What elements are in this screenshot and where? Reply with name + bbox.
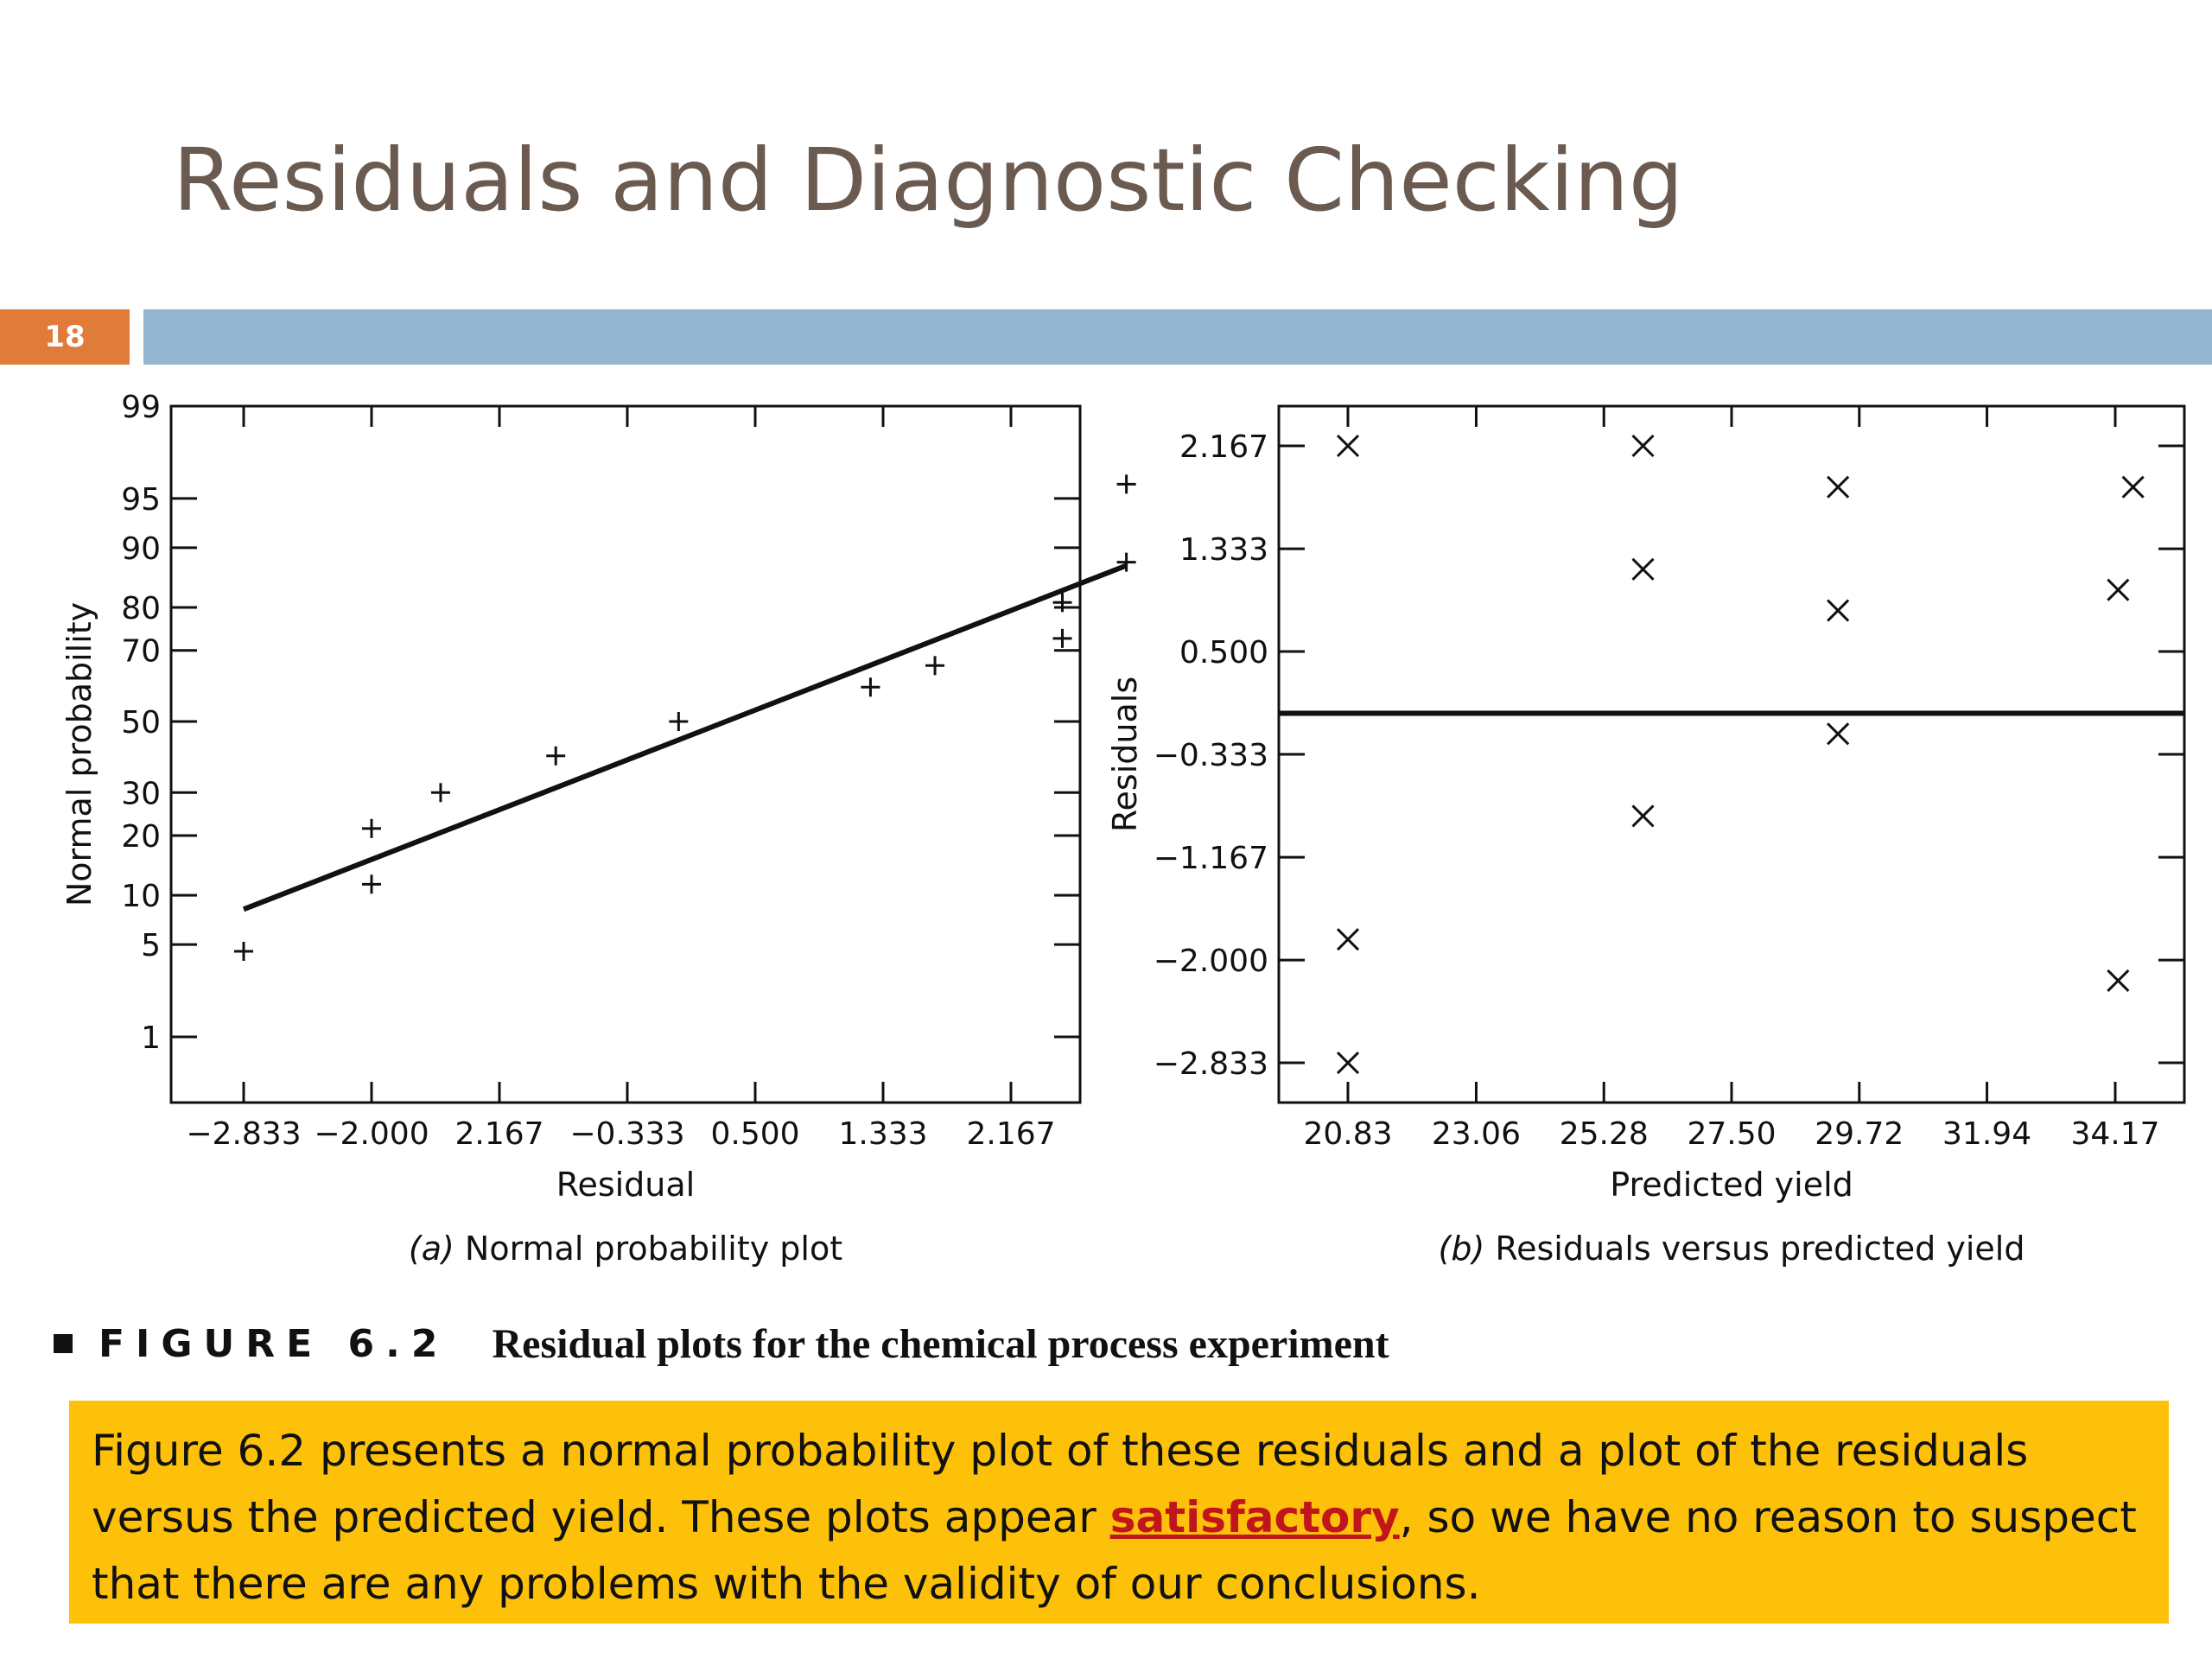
y-tick-label: 1.333 (1179, 532, 1268, 568)
data-point (1827, 599, 1850, 622)
data-point-stroke (1631, 557, 1655, 581)
note-paragraph: Figure 6.2 presents a normal probability… (92, 1418, 2146, 1618)
data-point (1336, 1051, 1360, 1075)
y-axis-label: Residuals (1106, 677, 1144, 832)
x-tick-label: 34.17 (2070, 1116, 2159, 1152)
y-tick-label: 95 (121, 482, 161, 518)
header-bar (143, 309, 2212, 365)
data-point-stroke (1827, 722, 1850, 746)
data-point (1336, 434, 1360, 458)
y-tick-label: 30 (121, 776, 161, 811)
caption-prefix: (b) (1439, 1230, 1496, 1268)
x-tick-label: 29.72 (1815, 1116, 1904, 1152)
data-point (2107, 578, 2130, 601)
y-tick-label: −2.000 (1154, 944, 1268, 979)
data-point-stroke (1336, 1051, 1360, 1075)
plot-frame (1277, 404, 2186, 1104)
data-point (1827, 475, 1850, 499)
note-emphasis: satisfactory (1109, 1492, 1400, 1542)
x-axis-label: Predicted yield (1610, 1166, 1853, 1204)
data-point-stroke (2121, 475, 2145, 499)
data-point (362, 874, 381, 894)
normal-probability-plot: −2.833 −2.000 2.167 −0.333 0.500 1.333 2.167 1 5… (60, 390, 1136, 1268)
data-point (546, 746, 566, 766)
data-point-stroke (1336, 928, 1360, 951)
caption-prefix: (a) (409, 1230, 465, 1268)
data-point (1116, 552, 1136, 572)
data-point (925, 656, 945, 676)
figure-caption-row: FIGURE 6.2 Residual plots for the chemic… (54, 1313, 1389, 1374)
figure-text: Residual plots for the chemical process … (492, 1320, 1389, 1367)
y-tick-label: 80 (121, 591, 161, 626)
y-tick-label: 0.500 (1179, 635, 1268, 671)
y-tick-label: 90 (121, 531, 161, 567)
y-tick-label: 99 (121, 390, 161, 425)
data-point-stroke (2107, 578, 2130, 601)
x-tick-label: 20.83 (1303, 1116, 1392, 1152)
y-tick-label: −1.167 (1154, 841, 1268, 876)
data-point (669, 712, 689, 731)
x-tick-label: 0.500 (710, 1116, 799, 1152)
data-point (1631, 804, 1655, 828)
data-point-stroke (2107, 969, 2130, 992)
data-point (1052, 628, 1072, 648)
y-tick-label: 50 (121, 705, 161, 741)
data-point-stroke (1827, 599, 1850, 622)
slide-number: 18 (0, 309, 130, 365)
x-tick-label: 1.333 (838, 1116, 927, 1152)
plot-frame (169, 404, 1082, 1104)
data-point (234, 942, 253, 962)
data-point (1052, 593, 1072, 613)
y-tick-label: −2.833 (1154, 1046, 1268, 1082)
caption-b: (b) Residuals versus predicted yield (1439, 1230, 2025, 1268)
note-text-part2: , so we have no reason to suspect that t… (92, 1492, 2137, 1609)
note-box: Figure 6.2 presents a normal probability… (69, 1401, 2169, 1624)
data-point (2121, 475, 2145, 499)
x-tick-label: −0.333 (569, 1116, 684, 1152)
data-point (362, 818, 381, 838)
bullet-icon (54, 1334, 73, 1353)
y-tick-label: 70 (121, 634, 161, 670)
x-tick-label: 2.167 (454, 1116, 543, 1152)
figure-label: FIGURE 6.2 (99, 1321, 449, 1366)
y-tick-label: −0.333 (1154, 738, 1268, 773)
data-point-stroke (1631, 804, 1655, 828)
y-tick-label: 1 (141, 1020, 161, 1056)
data-point (1631, 434, 1655, 458)
data-point-stroke (1336, 434, 1360, 458)
caption-text: Residuals versus predicted yield (1495, 1230, 2024, 1268)
data-point (2107, 969, 2130, 992)
data-point (1116, 474, 1136, 494)
caption-text: Normal probability plot (465, 1230, 842, 1268)
caption-a: (a) Normal probability plot (409, 1230, 842, 1268)
x-tick-label: 2.167 (966, 1116, 1055, 1152)
y-axis-label: Normal probability (60, 602, 99, 906)
x-tick-label: 23.06 (1432, 1116, 1521, 1152)
slide-title: Residuals and Diagnostic Checking (173, 130, 1684, 231)
data-point (1631, 557, 1655, 581)
note-text-part1: Figure 6.2 presents a normal probability… (92, 1426, 2029, 1542)
y-tick-label: 5 (141, 928, 161, 963)
x-tick-label: −2.833 (186, 1116, 301, 1152)
residuals-vs-predicted-plot: 20.83 23.06 25.28 27.50 29.72 31.94 34.17 2.167… (1106, 404, 2186, 1268)
x-tick-label: 25.28 (1560, 1116, 1649, 1152)
fit-line (242, 563, 1128, 912)
y-tick-label: 2.167 (1179, 429, 1268, 465)
x-tick-label: 27.50 (1687, 1116, 1776, 1152)
data-point (1827, 722, 1850, 746)
data-point (430, 783, 450, 803)
x-tick-label: 31.94 (1942, 1116, 2031, 1152)
data-point-stroke (1631, 434, 1655, 458)
data-point (1336, 928, 1360, 951)
figure-charts: −2.833 −2.000 2.167 −0.333 0.500 1.333 2.167 1 5… (60, 390, 2186, 1268)
x-tick-label: −2.000 (314, 1116, 429, 1152)
y-tick-label: 10 (121, 879, 161, 914)
data-point-stroke (1827, 475, 1850, 499)
y-tick-label: 20 (121, 819, 161, 855)
data-point (861, 677, 880, 697)
x-axis-label: Residual (556, 1166, 695, 1204)
